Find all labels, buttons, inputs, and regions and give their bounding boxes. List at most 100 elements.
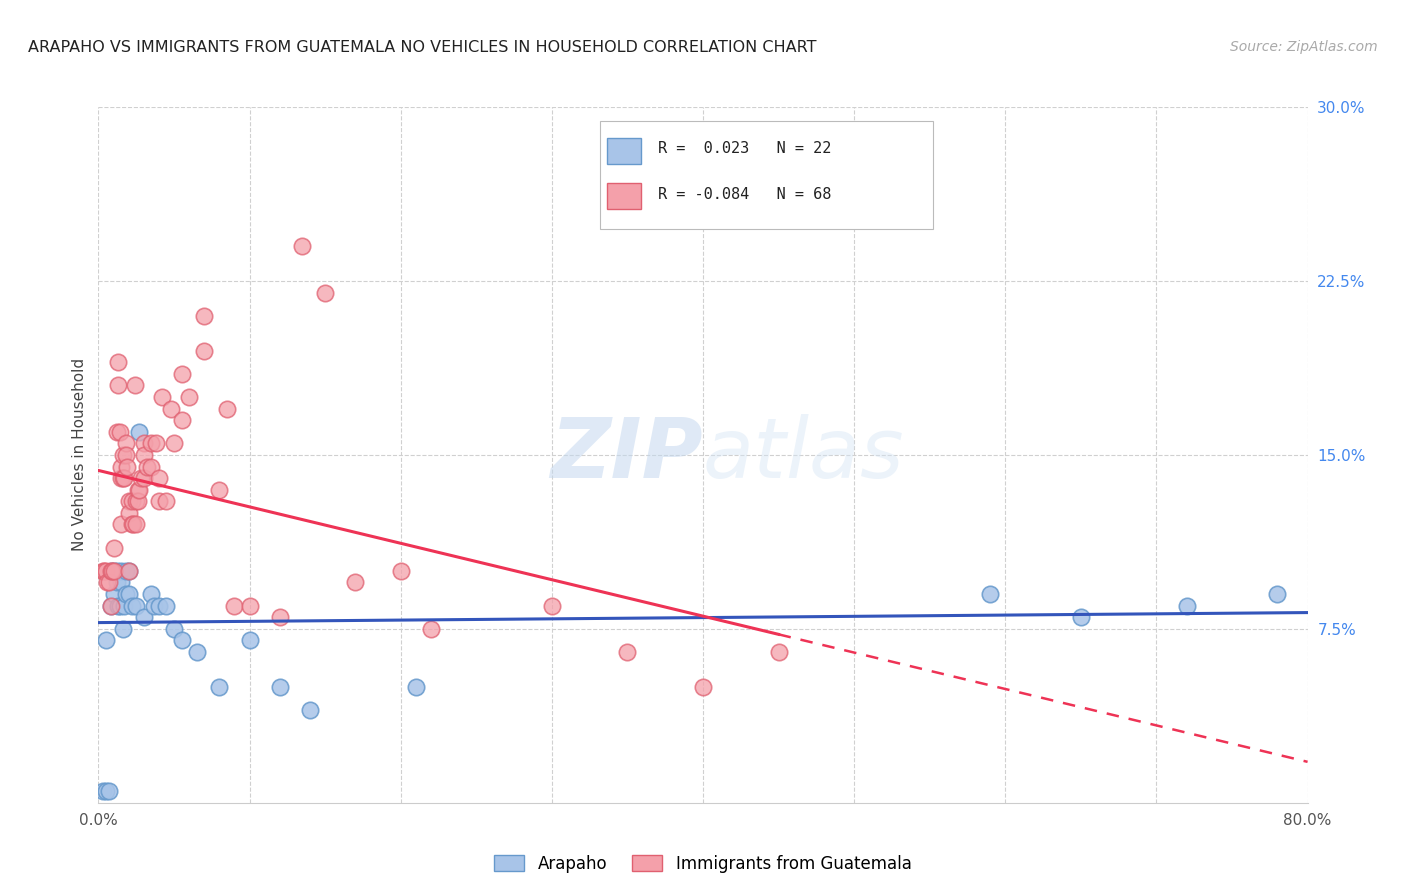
FancyBboxPatch shape: [607, 137, 641, 164]
Point: [193, 309, 215, 323]
Point: [127, 483, 149, 497]
Point: [118, 564, 141, 578]
Point: [132, 436, 155, 450]
Point: [1070, 610, 1092, 624]
Point: [141, 436, 163, 450]
Point: [110, 471, 132, 485]
Point: [108, 425, 131, 439]
Point: [148, 494, 170, 508]
Text: ARAPAHO VS IMMIGRANTS FROM GUATEMALA NO VEHICLES IN HOUSEHOLD CORRELATION CHART: ARAPAHO VS IMMIGRANTS FROM GUATEMALA NO …: [28, 40, 817, 55]
Point: [96, 575, 118, 590]
Point: [110, 575, 132, 590]
Point: [420, 622, 443, 636]
Point: [129, 471, 152, 485]
Point: [141, 587, 163, 601]
Point: [91, 784, 114, 798]
Point: [299, 703, 322, 717]
Point: [125, 517, 148, 532]
Point: [405, 680, 427, 694]
Point: [128, 425, 150, 439]
Point: [114, 448, 136, 462]
Point: [150, 390, 173, 404]
Point: [103, 541, 125, 555]
Point: [121, 494, 143, 508]
Point: [107, 378, 129, 392]
Point: [170, 413, 193, 427]
Point: [163, 436, 186, 450]
Point: [215, 401, 238, 416]
Point: [135, 459, 157, 474]
Point: [110, 564, 132, 578]
Point: [616, 645, 638, 659]
Point: [1267, 587, 1289, 601]
Point: [100, 599, 122, 613]
Point: [132, 471, 155, 485]
Point: [208, 680, 231, 694]
Point: [107, 355, 129, 369]
Point: [115, 459, 138, 474]
Y-axis label: No Vehicles in Household: No Vehicles in Household: [72, 359, 87, 551]
Point: [239, 599, 262, 613]
Point: [208, 483, 231, 497]
Point: [103, 587, 125, 601]
Point: [540, 599, 562, 613]
Point: [128, 483, 150, 497]
Text: atlas: atlas: [703, 415, 904, 495]
Point: [389, 564, 412, 578]
Point: [111, 448, 134, 462]
Point: [143, 599, 166, 613]
Point: [170, 367, 193, 381]
Point: [163, 622, 186, 636]
Point: [193, 343, 215, 358]
Point: [110, 517, 132, 532]
Point: [100, 564, 122, 578]
Point: [145, 436, 167, 450]
Point: [100, 599, 122, 613]
Point: [224, 599, 246, 613]
Point: [148, 599, 170, 613]
Point: [291, 239, 314, 253]
Point: [170, 633, 193, 648]
Point: [122, 517, 145, 532]
Point: [121, 599, 143, 613]
Point: [344, 575, 367, 590]
Point: [121, 517, 143, 532]
Text: R =  0.023   N = 22: R = 0.023 N = 22: [658, 141, 831, 156]
Point: [91, 564, 114, 578]
Point: [155, 599, 177, 613]
FancyBboxPatch shape: [607, 183, 641, 210]
Point: [160, 401, 183, 416]
Point: [105, 425, 128, 439]
Point: [107, 599, 129, 613]
FancyBboxPatch shape: [600, 121, 932, 229]
Text: R = -0.084   N = 68: R = -0.084 N = 68: [658, 186, 831, 202]
Point: [239, 633, 262, 648]
Text: Source: ZipAtlas.com: Source: ZipAtlas.com: [1230, 40, 1378, 54]
Point: [155, 494, 177, 508]
Point: [125, 599, 148, 613]
Point: [179, 390, 201, 404]
Point: [114, 564, 136, 578]
Point: [111, 622, 134, 636]
Point: [132, 610, 155, 624]
Point: [101, 564, 124, 578]
Point: [269, 680, 291, 694]
Point: [94, 633, 117, 648]
Point: [100, 564, 122, 578]
Point: [112, 471, 135, 485]
Point: [125, 494, 148, 508]
Point: [105, 575, 128, 590]
Point: [118, 564, 141, 578]
Point: [124, 378, 146, 392]
Point: [94, 784, 117, 798]
Point: [1175, 599, 1198, 613]
Point: [110, 459, 132, 474]
Point: [114, 587, 136, 601]
Point: [98, 784, 121, 798]
Point: [103, 564, 125, 578]
Point: [118, 587, 141, 601]
Point: [118, 506, 141, 520]
Point: [114, 436, 136, 450]
Point: [186, 645, 208, 659]
Point: [108, 599, 131, 613]
